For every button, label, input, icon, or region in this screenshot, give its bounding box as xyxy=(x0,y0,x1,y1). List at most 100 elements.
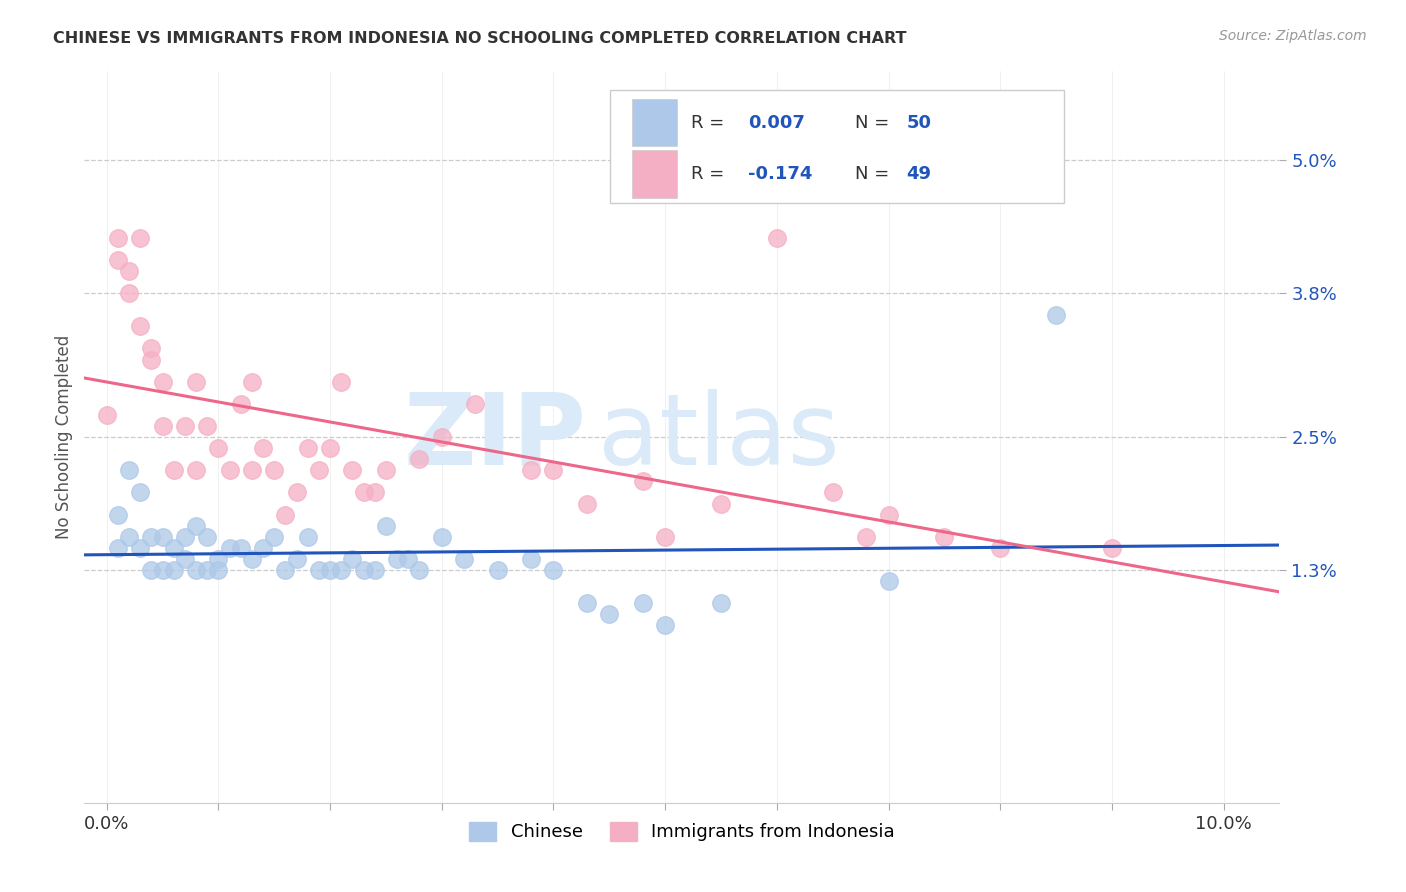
Point xyxy=(285,552,308,566)
Text: Source: ZipAtlas.com: Source: ZipAtlas.com xyxy=(1219,29,1367,43)
Point xyxy=(408,452,430,467)
Point xyxy=(107,252,129,267)
Point xyxy=(207,441,229,455)
Point xyxy=(877,574,900,589)
Point xyxy=(285,485,308,500)
Point xyxy=(96,408,118,422)
Text: -0.174: -0.174 xyxy=(748,165,813,183)
Point xyxy=(988,541,1011,555)
Point xyxy=(252,441,274,455)
Point xyxy=(877,508,900,522)
Point xyxy=(342,463,364,477)
Point xyxy=(1045,308,1067,322)
Text: N =: N = xyxy=(855,165,896,183)
Point xyxy=(129,230,152,244)
Point xyxy=(520,463,543,477)
Point xyxy=(118,264,141,278)
Point xyxy=(486,563,509,577)
Point xyxy=(1101,541,1123,555)
Point xyxy=(408,563,430,577)
Point xyxy=(342,552,364,566)
Point xyxy=(855,530,877,544)
Point xyxy=(308,563,330,577)
Point xyxy=(141,530,163,544)
Point xyxy=(631,596,654,610)
Point xyxy=(766,230,789,244)
Point xyxy=(195,563,218,577)
Point xyxy=(207,563,229,577)
Point xyxy=(129,319,152,334)
Point xyxy=(240,375,263,389)
Point xyxy=(207,552,229,566)
Text: ZIP: ZIP xyxy=(404,389,586,485)
Point xyxy=(364,563,387,577)
Point xyxy=(710,596,733,610)
Point xyxy=(141,352,163,367)
Point xyxy=(240,463,263,477)
Point xyxy=(374,518,396,533)
Y-axis label: No Schooling Completed: No Schooling Completed xyxy=(55,335,73,539)
Text: 0.007: 0.007 xyxy=(748,113,804,131)
Point xyxy=(141,563,163,577)
Point xyxy=(330,375,353,389)
Bar xyxy=(631,150,678,197)
Point xyxy=(152,563,174,577)
Text: CHINESE VS IMMIGRANTS FROM INDONESIA NO SCHOOLING COMPLETED CORRELATION CHART: CHINESE VS IMMIGRANTS FROM INDONESIA NO … xyxy=(53,31,907,46)
Point xyxy=(598,607,620,622)
Point xyxy=(184,463,207,477)
Point xyxy=(141,342,163,356)
Text: N =: N = xyxy=(855,113,896,131)
Point xyxy=(195,530,218,544)
Point xyxy=(274,508,297,522)
Point xyxy=(218,463,240,477)
Point xyxy=(152,530,174,544)
Point xyxy=(229,541,252,555)
Point xyxy=(319,563,342,577)
Point xyxy=(195,419,218,434)
Point xyxy=(543,463,565,477)
Point xyxy=(118,463,141,477)
Point xyxy=(252,541,274,555)
Point xyxy=(163,463,186,477)
Point xyxy=(308,463,330,477)
Point xyxy=(520,552,543,566)
Point xyxy=(575,497,598,511)
Text: atlas: atlas xyxy=(599,389,839,485)
Point xyxy=(173,530,195,544)
Point xyxy=(430,430,453,444)
Point xyxy=(118,530,141,544)
FancyBboxPatch shape xyxy=(610,90,1064,203)
Point xyxy=(173,419,195,434)
Point xyxy=(129,485,152,500)
Text: R =: R = xyxy=(692,165,731,183)
Point xyxy=(184,375,207,389)
Point xyxy=(353,563,375,577)
Point xyxy=(184,563,207,577)
Point xyxy=(218,541,240,555)
Text: 49: 49 xyxy=(907,165,932,183)
Point xyxy=(385,552,408,566)
Point xyxy=(464,397,486,411)
Legend: Chinese, Immigrants from Indonesia: Chinese, Immigrants from Indonesia xyxy=(461,814,903,848)
Point xyxy=(173,552,195,566)
Point xyxy=(263,463,285,477)
Point xyxy=(396,552,419,566)
Point xyxy=(107,230,129,244)
Point xyxy=(353,485,375,500)
Point xyxy=(163,563,186,577)
Text: 50: 50 xyxy=(907,113,932,131)
Point xyxy=(374,463,396,477)
Point xyxy=(543,563,565,577)
Point xyxy=(821,485,844,500)
Point xyxy=(453,552,475,566)
Text: R =: R = xyxy=(692,113,731,131)
Point xyxy=(118,285,141,300)
Point xyxy=(934,530,956,544)
Point xyxy=(152,375,174,389)
Point xyxy=(654,530,676,544)
Point xyxy=(631,475,654,489)
Point xyxy=(163,541,186,555)
Point xyxy=(107,541,129,555)
Point xyxy=(297,441,319,455)
Point xyxy=(575,596,598,610)
